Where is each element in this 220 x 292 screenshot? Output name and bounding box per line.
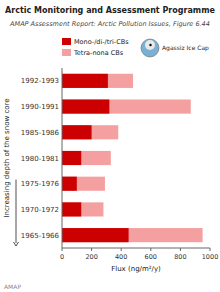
site-marker	[149, 44, 151, 46]
globe-arctic	[145, 40, 155, 50]
y-tick-label: 1970-1972	[21, 206, 59, 214]
y-tick-label: 1965-1966	[21, 232, 60, 240]
x-tick	[150, 248, 151, 251]
x-tick-label: 1000	[202, 253, 219, 261]
bar	[62, 100, 191, 114]
title: Arctic Monitoring and Assessment Program…	[5, 6, 215, 15]
bar	[62, 151, 81, 165]
bar	[62, 74, 133, 88]
bar	[62, 125, 118, 139]
bar	[62, 74, 108, 88]
y-axis-label: Increasing depth of the snow core	[3, 98, 11, 217]
y-tick-label: 1980-1981	[21, 155, 59, 163]
depth-arrow	[16, 180, 17, 243]
bars	[62, 74, 203, 242]
legend-label: Mono-/di-/tri-CBs	[74, 38, 129, 46]
bar	[62, 228, 129, 242]
x-tick	[62, 248, 63, 251]
x-tick-label: 400	[115, 253, 127, 261]
bar	[62, 228, 203, 242]
x-axis-label: Flux (ng/m²/y)	[111, 265, 161, 273]
bar	[62, 125, 92, 139]
x-tick	[180, 248, 181, 251]
legend: Mono-/di-/tri-CBs Tetra-nona CBs	[62, 38, 129, 57]
legend-label: Tetra-nona CBs	[73, 49, 124, 57]
y-tick-label: 1975-1976	[21, 180, 60, 188]
depth-arrow-head	[14, 242, 19, 246]
chart: Arctic Monitoring and Assessment Program…	[0, 0, 220, 292]
x-tick	[121, 248, 122, 251]
bar	[62, 151, 111, 165]
x-tick	[91, 248, 92, 251]
site-label: Agassiz Ice Cap	[162, 44, 209, 52]
bar	[62, 202, 103, 216]
y-tick-label: 1990-1991	[21, 103, 59, 111]
x-tick-label: 200	[85, 253, 97, 261]
bar	[62, 100, 109, 114]
bar	[62, 202, 81, 216]
subtitle: AMAP Assessment Report: Arctic Pollution…	[9, 20, 210, 28]
bar	[62, 177, 77, 191]
legend-swatch	[62, 38, 71, 45]
globe	[141, 39, 159, 57]
x-tick-label: 600	[145, 253, 157, 261]
x-tick-label: 0	[60, 253, 64, 261]
footer: AMAP	[4, 283, 21, 290]
x-tick-label: 800	[174, 253, 186, 261]
y-axis	[62, 68, 63, 248]
legend-swatch	[62, 49, 71, 56]
y-tick-label: 1992-1993	[21, 77, 59, 85]
y-tick-label: 1985-1986	[21, 129, 60, 137]
x-axis	[62, 248, 210, 249]
bar	[62, 177, 105, 191]
x-tick	[210, 248, 211, 251]
